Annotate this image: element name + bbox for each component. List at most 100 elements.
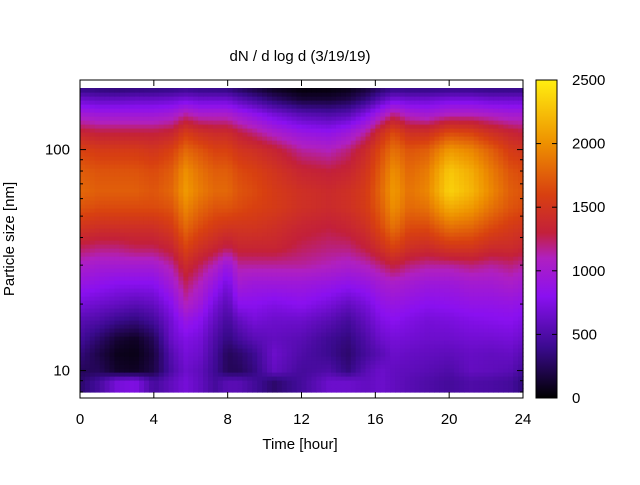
heatmap-cell — [473, 352, 480, 357]
heatmap-cell — [148, 260, 155, 265]
heatmap-cell — [350, 232, 357, 237]
heatmap-cell — [158, 320, 165, 325]
heatmap-cell — [203, 168, 209, 173]
heatmap-cell — [503, 348, 509, 353]
heatmap-cell — [360, 308, 367, 313]
heatmap-cell — [173, 260, 180, 265]
heatmap-cell — [409, 344, 416, 349]
heatmap-cell — [326, 304, 332, 309]
heatmap-cell — [513, 380, 519, 385]
heatmap-cell — [207, 260, 214, 265]
heatmap-cell — [173, 316, 180, 321]
heatmap-cell — [267, 168, 273, 173]
heatmap-cell — [183, 312, 189, 317]
heatmap-cell — [463, 252, 470, 257]
heatmap-cell — [252, 340, 258, 345]
heatmap-cell — [390, 376, 396, 381]
heatmap-cell — [518, 232, 524, 237]
heatmap-cell — [271, 280, 278, 285]
heatmap-cell — [257, 212, 263, 217]
heatmap-cell — [183, 224, 189, 229]
heatmap-cell — [173, 364, 180, 369]
heatmap-cell — [163, 324, 170, 329]
heatmap-cell — [508, 388, 514, 393]
heatmap-cell — [80, 264, 86, 269]
heatmap-cell — [247, 212, 253, 217]
heatmap-cell — [232, 180, 239, 185]
heatmap-cell — [419, 372, 426, 377]
heatmap-cell — [513, 248, 519, 253]
heatmap-cell — [296, 208, 303, 213]
heatmap-cell — [188, 320, 194, 325]
heatmap-cell — [340, 328, 347, 333]
heatmap-cell — [188, 224, 194, 229]
heatmap-cell — [104, 204, 111, 209]
heatmap-cell — [380, 244, 386, 249]
heatmap-cell — [473, 288, 480, 293]
heatmap-cell — [513, 356, 519, 361]
heatmap-cell — [365, 356, 372, 361]
heatmap-cell — [335, 272, 342, 277]
heatmap-cell — [508, 380, 514, 385]
heatmap-cell — [227, 208, 234, 213]
heatmap-cell — [454, 284, 460, 289]
heatmap-cell — [232, 224, 239, 229]
heatmap-cell — [493, 228, 499, 233]
heatmap-cell — [424, 232, 431, 237]
heatmap-cell — [395, 204, 401, 209]
heatmap-cell — [311, 364, 317, 369]
heatmap-cell — [488, 228, 495, 233]
heatmap-cell — [247, 316, 253, 321]
heatmap-cell — [114, 380, 120, 385]
heatmap-cell — [94, 352, 101, 357]
heatmap-cell — [153, 328, 160, 333]
heatmap-cell — [217, 192, 224, 197]
heatmap-cell — [178, 232, 184, 237]
heatmap-cell — [104, 264, 111, 269]
heatmap-cell — [173, 320, 180, 325]
heatmap-cell — [473, 356, 480, 361]
heatmap-cell — [380, 180, 386, 185]
heatmap-cell — [424, 276, 431, 281]
heatmap-cell — [370, 364, 376, 369]
heatmap-cell — [257, 268, 263, 273]
heatmap-cell — [281, 184, 288, 189]
heatmap-cell — [153, 248, 160, 253]
heatmap-cell — [143, 268, 150, 273]
heatmap-cell — [414, 288, 421, 293]
heatmap-cell — [80, 376, 86, 381]
heatmap-cell — [183, 220, 189, 225]
heatmap-cell — [513, 252, 519, 257]
heatmap-cell — [237, 340, 244, 345]
heatmap-cell — [232, 240, 239, 245]
heatmap-cell — [321, 236, 327, 241]
heatmap-cell — [168, 332, 175, 337]
heatmap-cell — [163, 280, 170, 285]
heatmap-cell — [503, 248, 509, 253]
heatmap-cell — [301, 232, 308, 237]
heatmap-cell — [193, 236, 199, 241]
heatmap-cell — [331, 212, 337, 217]
heatmap-cell — [178, 280, 184, 285]
heatmap-cell — [242, 228, 248, 233]
heatmap-cell — [449, 212, 455, 217]
heatmap-cell — [158, 204, 165, 209]
heatmap-cell — [148, 380, 155, 385]
heatmap-cell — [193, 388, 199, 393]
heatmap-cell — [276, 376, 283, 381]
heatmap-cell — [380, 372, 386, 377]
heatmap-cell — [104, 196, 111, 201]
heatmap-cell — [478, 284, 485, 289]
heatmap-cell — [301, 256, 308, 261]
heatmap-cell — [350, 388, 357, 393]
heatmap-cell — [252, 192, 258, 197]
heatmap-cell — [306, 252, 312, 257]
heatmap-cell — [94, 360, 101, 365]
heatmap-cell — [119, 360, 125, 365]
heatmap-cell — [212, 248, 219, 253]
heatmap-cell — [473, 280, 480, 285]
heatmap-cell — [227, 184, 234, 189]
heatmap-cell — [311, 288, 317, 293]
heatmap-cell — [227, 220, 234, 225]
heatmap-cell — [488, 344, 495, 349]
